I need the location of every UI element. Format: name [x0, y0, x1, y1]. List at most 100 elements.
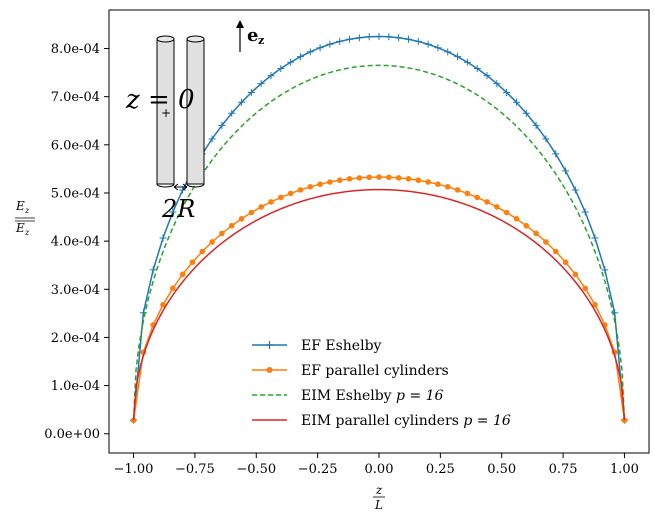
y-label-denominator: E: [15, 221, 25, 235]
x-axis-label: z L: [373, 483, 385, 512]
series-3: [132, 188, 626, 421]
legend-entry-eim-parallel: EIM parallel cylinders p = 16: [252, 413, 511, 429]
plus-marker: [336, 37, 344, 45]
plus-marker: [444, 48, 452, 56]
left-cylinder: [156, 35, 175, 188]
y-tick-label: 8.0e-04: [51, 42, 100, 57]
plus-marker: [296, 53, 304, 61]
y-axis-label: E z E z: [15, 199, 35, 237]
plus-marker: [424, 40, 432, 48]
plus-marker: [326, 40, 334, 48]
circle-marker: [386, 174, 392, 181]
circle-marker: [415, 177, 422, 184]
legend-label: EF Eshelby: [301, 338, 382, 354]
plus-marker: [267, 72, 275, 80]
circle-marker: [405, 176, 412, 182]
circle-marker: [474, 194, 480, 201]
plus-marker: [228, 109, 236, 117]
y-tick-label: 4.0e-04: [51, 235, 100, 250]
plus-marker: [581, 208, 589, 216]
circle-marker: [170, 285, 176, 292]
plus-marker: [532, 121, 540, 129]
x-label-numerator: z: [375, 483, 383, 497]
circle-marker: [513, 215, 520, 222]
right-cylinder: [186, 35, 205, 188]
legend-entry-eim-eshelby: EIM Eshelby p = 16: [252, 388, 444, 404]
legend: EF Eshelby EF parallel cylinders EIM Esh…: [252, 338, 511, 429]
circle-marker: [435, 181, 441, 187]
circle-marker: [425, 179, 431, 185]
circle-marker: [444, 184, 451, 190]
circle-marker: [278, 194, 284, 201]
x-label-denominator: L: [374, 498, 383, 512]
x-tick-label: −0.75: [175, 462, 215, 477]
y-tick-label: 0.0e+00: [44, 427, 100, 442]
plus-marker: [149, 266, 157, 274]
circle-marker: [248, 209, 255, 216]
plus-marker: [454, 53, 462, 61]
circle-marker: [503, 209, 510, 216]
plus-marker: [169, 208, 177, 216]
spacing-arrow: [173, 183, 188, 191]
plus-marker: [238, 98, 246, 106]
plus-marker: [306, 48, 314, 56]
plus-marker: [355, 34, 363, 42]
circle-marker: [572, 271, 579, 278]
x-tick-label: 0.50: [487, 462, 516, 477]
circle-marker: [238, 215, 245, 222]
circle-marker: [317, 181, 323, 187]
circle-marker: [356, 175, 363, 181]
svg-text:EIM parallel cylinders p = 16: EIM parallel cylinders p = 16: [301, 413, 511, 429]
plus-marker: [434, 44, 442, 52]
plus-marker: [493, 80, 501, 88]
plus-marker: [375, 32, 383, 40]
plus-marker: [414, 37, 422, 45]
x-tick-label: 0.25: [426, 462, 455, 477]
y-label-numerator: E: [15, 199, 25, 213]
plus-marker: [512, 98, 520, 106]
plus-marker: [365, 33, 373, 41]
plus-marker: [552, 150, 560, 158]
inset-z-label: z = 0: [125, 85, 195, 115]
plus-marker: [571, 186, 579, 194]
plus-marker: [562, 167, 570, 175]
circle-marker: [199, 248, 206, 255]
circle-marker: [464, 190, 471, 197]
legend-entry-ef-parallel: EF parallel cylinders: [252, 363, 449, 379]
legend-entry-ef-eshelby: EF Eshelby: [252, 338, 382, 354]
plus-marker: [395, 34, 403, 42]
ez-label-sub: z: [258, 34, 264, 47]
circle-marker: [484, 199, 490, 205]
circle-marker: [582, 285, 588, 292]
y-tick-label: 7.0e-04: [51, 90, 100, 105]
circle-marker: [258, 204, 264, 210]
circle-marker: [307, 184, 314, 190]
x-axis: −1.00 −0.75 −0.50 −0.25 0.00 0.25 0.50 0.75 1.00: [114, 453, 639, 477]
ez-label: e: [247, 25, 258, 46]
ez-arrow: [236, 20, 244, 52]
y-axis: 0.0e+00 1.0e-04 2.0e-04 3.0e-04 4.0e-04 5.0e-…: [44, 42, 109, 442]
series-2: [132, 64, 626, 421]
plus-marker: [179, 186, 187, 194]
circle-marker: [179, 271, 186, 278]
plus-marker: [277, 65, 285, 73]
plus-marker: [316, 44, 324, 52]
x-tick-label: −1.00: [114, 462, 154, 477]
circle-marker: [287, 190, 294, 197]
series-line: [132, 176, 626, 421]
plus-marker: [542, 135, 550, 143]
y-tick-label: 6.0e-04: [51, 138, 100, 153]
plus-marker: [473, 65, 481, 73]
circle-marker: [592, 301, 598, 308]
circle-marker: [346, 176, 353, 182]
series-1: [130, 174, 628, 424]
y-tick-label: 2.0e-04: [51, 331, 100, 346]
plus-marker: [159, 234, 167, 242]
x-tick-label: −0.50: [236, 462, 276, 477]
circle-marker: [189, 259, 196, 266]
series-line: [132, 188, 626, 421]
plus-marker: [218, 121, 226, 129]
circle-marker: [327, 179, 333, 185]
circle-marker: [228, 222, 235, 229]
circle-marker: [454, 187, 461, 193]
